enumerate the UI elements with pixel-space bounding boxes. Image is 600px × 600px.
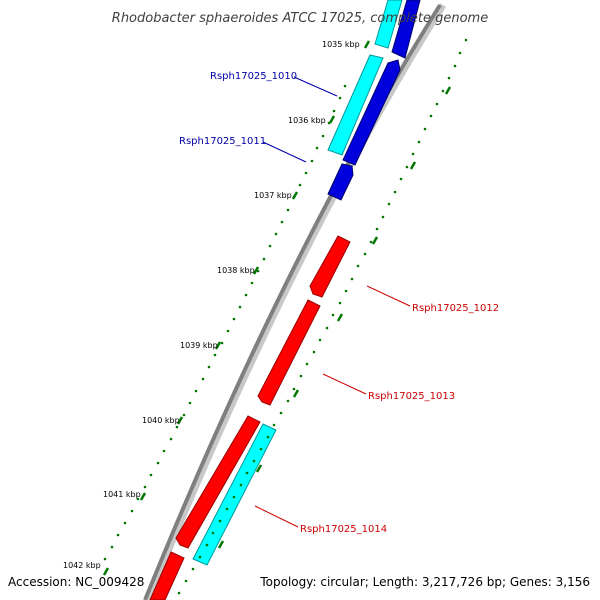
tick-mark-outer (444, 86, 452, 95)
backbone-arc (143, 3, 442, 600)
gene-label-rsph17025-1010[interactable]: Rsph17025_1010 (210, 71, 297, 82)
gene-label-rsph17025-1011[interactable]: Rsph17025_1011 (179, 136, 266, 147)
tick-mark-1036 (328, 115, 336, 124)
tick-mark-1035 (363, 40, 371, 49)
backbone-group (143, 3, 446, 600)
tick-mark-1040 (176, 416, 184, 425)
tick-mark-1042 (102, 567, 110, 576)
tick-label: 1035 kbp (322, 40, 360, 49)
tick-mark-1038 (252, 266, 260, 275)
gene-block-blue-3[interactable] (327, 163, 354, 201)
tick-label: 1036 kbp (288, 116, 326, 125)
leader-line-1013 (322, 373, 367, 395)
gene-block-red-4[interactable] (149, 551, 185, 600)
gene-labels: Rsph17025_1010 Rsph17025_1011 Rsph17025_… (179, 71, 499, 535)
tick-mark-outer (255, 464, 263, 473)
tick-mark-1037 (291, 191, 299, 200)
gene-block-cyan-2[interactable] (327, 54, 384, 156)
backbone-shadow (144, 3, 446, 600)
leader-line-1011 (262, 141, 307, 163)
tick-label: 1042 kbp (63, 561, 101, 570)
gene-block-cyan-1[interactable] (374, 0, 403, 49)
tick-mark-outer (409, 161, 417, 170)
gene-block-red-1[interactable] (309, 235, 351, 298)
genome-title: Rhodobacter sphaeroides ATCC 17025, comp… (112, 11, 488, 26)
gene-block-red-2[interactable] (257, 299, 321, 406)
tick-mark-1041 (139, 492, 147, 501)
tick-label: 1037 kbp (254, 191, 292, 200)
gene-label-rsph17025-1014[interactable]: Rsph17025_1014 (300, 524, 387, 535)
leader-line-1010 (293, 76, 338, 97)
tick-marks (102, 40, 452, 576)
gene-block-blue-2[interactable] (342, 59, 401, 166)
guide-arc-outer (177, 38, 468, 595)
leader-line-1014 (254, 505, 299, 528)
tick-label: 1038 kbp (217, 266, 255, 275)
gene-block-blue-1[interactable] (391, 0, 421, 59)
tick-mark-outer (336, 313, 344, 322)
gene-block-cyan-3[interactable] (192, 423, 277, 566)
tick-labels: 1035 kbp 1036 kbp 1037 kbp 1038 kbp 1039… (63, 40, 360, 570)
tick-mark-1039 (214, 341, 222, 350)
tick-mark-outer (371, 236, 379, 245)
guide-arc-inner (103, 84, 347, 561)
tick-label: 1041 kbp (103, 490, 141, 499)
gene-block-red-3[interactable] (175, 415, 261, 549)
tick-mark-outer (292, 389, 300, 398)
gene-label-rsph17025-1013[interactable]: Rsph17025_1013 (368, 391, 455, 402)
accession-text: Accession: NC_009428 (8, 575, 144, 589)
gene-label-rsph17025-1012[interactable]: Rsph17025_1012 (412, 303, 499, 314)
tick-mark-outer (217, 540, 225, 549)
topology-text: Topology: circular; Length: 3,217,726 bp… (259, 575, 590, 589)
gene-label-leaders (254, 76, 411, 528)
tick-label: 1039 kbp (180, 341, 218, 350)
tick-label: 1040 kbp (142, 416, 180, 425)
gene-blocks (149, 0, 421, 600)
leader-line-1012 (366, 285, 411, 307)
